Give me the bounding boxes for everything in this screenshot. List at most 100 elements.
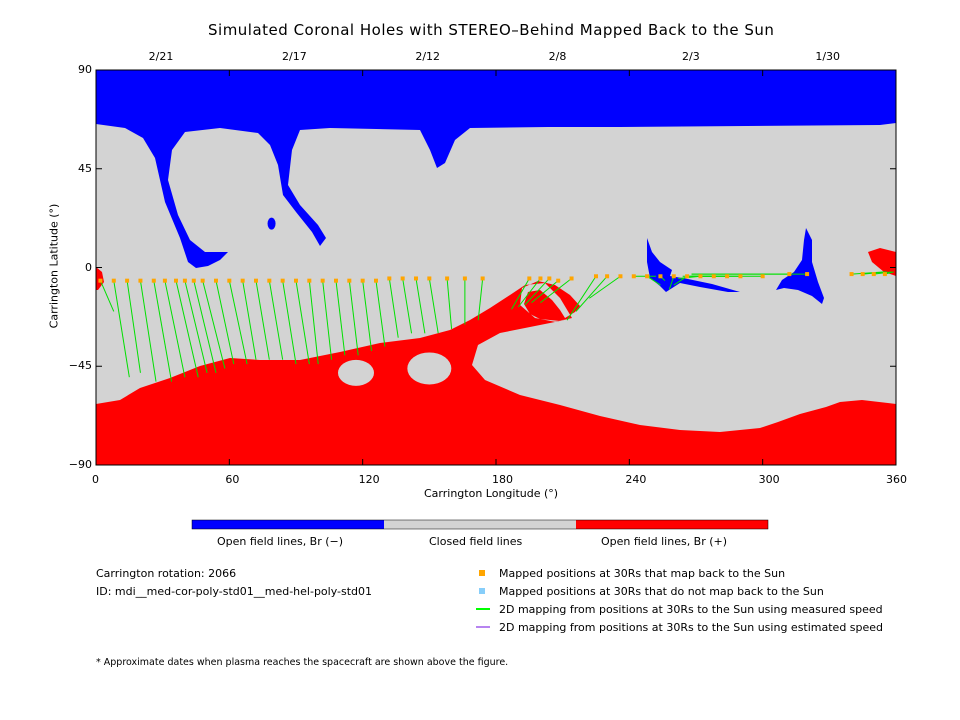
mapped-position-point: [725, 274, 730, 279]
mapping-line: [322, 280, 333, 360]
top-date-label: 2/3: [682, 50, 700, 63]
mapped-position-point: [240, 278, 245, 283]
mapping-line: [388, 278, 399, 338]
negative-hole-250: [647, 238, 740, 292]
mapped-position-point: [882, 272, 887, 277]
mapping-line: [589, 275, 621, 299]
mapping-line: [646, 275, 661, 286]
x-tick-label: 60: [225, 473, 240, 486]
mapped-position-point: [307, 278, 312, 283]
legend-label: 2D mapping from positions at 30Rs to the…: [499, 603, 883, 616]
legend-square-swatch: [479, 570, 485, 576]
mapping-line: [524, 278, 550, 306]
mapped-position-point: [267, 278, 272, 283]
mapped-position-point: [320, 278, 325, 283]
x-tick-label: 300: [758, 473, 780, 486]
colorbar-segment: [192, 520, 384, 529]
mapped-position-point: [618, 274, 623, 279]
mapped-position-point: [214, 278, 218, 283]
mapping-line: [268, 280, 284, 360]
mapped-position-point: [849, 272, 854, 277]
mapping-line: [511, 278, 530, 310]
mapped-position-point: [182, 278, 187, 283]
mapped-position-point: [280, 278, 285, 283]
mapped-position-point: [787, 272, 792, 277]
mapping-line: [402, 278, 413, 334]
mapping-line: [566, 276, 597, 321]
y-tick-label: 45: [78, 161, 92, 175]
mapped-position-point: [98, 278, 103, 283]
mapped-position-point: [760, 274, 765, 279]
mapping-line: [362, 280, 373, 351]
mapping-line: [175, 280, 199, 378]
mapping-line: [139, 280, 157, 382]
mapping-line: [126, 280, 141, 373]
mapped-position-point: [462, 276, 467, 281]
top-date-label: 2/17: [282, 50, 307, 63]
mapping-line: [113, 280, 130, 378]
top-date-label: 1/30: [815, 50, 841, 63]
y-tick-label: −90: [68, 458, 92, 471]
colorbar-label-negative: Open field lines, Br (−): [217, 535, 344, 548]
mapping-line: [215, 280, 235, 365]
mapping-line: [282, 280, 297, 365]
mapped-position-point: [111, 278, 116, 283]
top-date-label: 2/8: [548, 50, 567, 63]
mapped-position-point: [671, 274, 676, 279]
mapped-position-point: [191, 278, 196, 283]
mapping-line: [99, 280, 115, 312]
chart-title: Simulated Coronal Holes with STEREO–Behi…: [208, 21, 775, 39]
mapped-position-point: [527, 276, 532, 281]
mapping-line: [228, 280, 248, 365]
mapped-position-point: [347, 278, 352, 283]
small-negative-hole: [267, 217, 276, 230]
mapped-position-point: [569, 276, 574, 281]
mapped-position-point: [805, 272, 810, 277]
negative-hole-320: [776, 228, 824, 304]
mapping-line: [531, 280, 559, 303]
model-id-text: ID: mdi__med-cor-poly-std01__med-hel-pol…: [96, 585, 373, 598]
mapped-position-point: [685, 274, 690, 279]
mapped-position-point: [162, 278, 167, 283]
legend-line-swatch: [476, 608, 490, 610]
colorbar-label-closed: Closed field lines: [429, 535, 523, 548]
x-tick-label: 360: [886, 473, 907, 486]
mapped-position-point: [334, 278, 338, 283]
mapped-position-point: [871, 272, 876, 277]
mapped-position-point: [556, 278, 561, 283]
mapping-line: [255, 280, 270, 360]
mapping-line: [446, 278, 453, 329]
mapped-position-point: [174, 278, 178, 283]
mapping-line: [295, 280, 310, 365]
mapped-position-point: [227, 278, 232, 283]
mapped-position-point: [445, 276, 450, 281]
mapping-line: [184, 280, 208, 373]
mapping-line: [540, 278, 572, 304]
mapping-line: [242, 280, 257, 360]
mapped-position-point: [480, 276, 485, 281]
legend-line-swatch: [476, 626, 490, 628]
mapped-position-point: [374, 278, 378, 283]
mapped-position-point: [594, 274, 598, 279]
mapped-position-point: [294, 278, 298, 283]
mapped-position-point: [711, 274, 716, 279]
mapping-line: [375, 280, 386, 347]
x-tick-label: 0: [92, 473, 99, 486]
mapping-line: [193, 280, 217, 373]
legend-label: Mapped positions at 30Rs that do not map…: [499, 585, 824, 598]
mapped-position-point: [547, 276, 552, 281]
mapped-position-point: [860, 272, 865, 277]
legend-square-swatch: [479, 588, 485, 594]
y-tick-label: −45: [68, 359, 92, 373]
mapped-position-point: [645, 274, 650, 279]
mapped-position-point: [254, 278, 258, 283]
y-axis-label: Carrington Latitude (°): [47, 203, 61, 329]
mapped-position-point: [698, 274, 703, 279]
colorbar-segment: [576, 520, 768, 529]
mapped-position-point: [414, 276, 418, 281]
mapping-line: [517, 278, 541, 308]
mapping-line: [153, 280, 173, 382]
mapping-line: [348, 280, 359, 356]
mapped-position-point: [427, 276, 432, 281]
